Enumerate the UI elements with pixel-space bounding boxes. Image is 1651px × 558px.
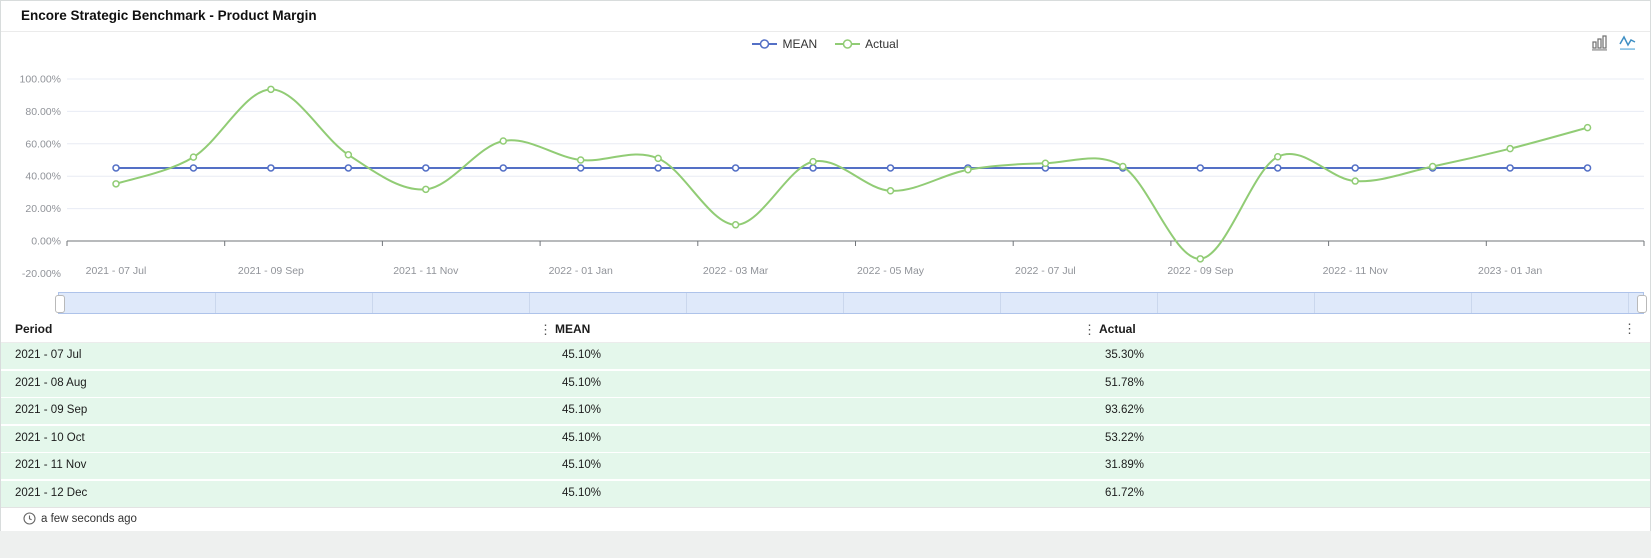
table-row[interactable]: 2021 - 08 Aug 45.10% 51.78% (1, 370, 1650, 397)
cell-actual: 31.89% (1105, 459, 1145, 471)
legend-item-actual[interactable]: Actual (835, 37, 899, 51)
cell-mean: 45.10% (562, 376, 602, 389)
svg-text:2022 - 03 Mar: 2022 - 03 Mar (703, 265, 769, 277)
cell-mean: 45.10% (562, 349, 602, 361)
column-menu-icon[interactable]: ⋮ (1083, 322, 1096, 337)
column-header-period[interactable]: Period (15, 322, 52, 336)
datazoom-right-handle[interactable] (1637, 295, 1647, 313)
chart-type-switcher (1591, 34, 1636, 51)
cell-mean: 45.10% (562, 404, 602, 416)
widget-footer: a few seconds ago (1, 507, 1650, 531)
svg-text:2022 - 07 Jul: 2022 - 07 Jul (1015, 265, 1076, 277)
widget-header: Encore Strategic Benchmark - Product Mar… (1, 1, 1650, 32)
svg-text:20.00%: 20.00% (25, 203, 61, 215)
table-row[interactable]: 2021 - 09 Sep 45.10% 93.62% (1, 398, 1650, 424)
svg-text:2021 - 07 Jul: 2021 - 07 Jul (86, 265, 147, 277)
cell-period: 2021 - 10 Oct (15, 431, 85, 444)
cell-actual: 51.78% (1105, 376, 1145, 389)
cell-actual: 53.22% (1105, 431, 1145, 444)
svg-text:2022 - 11 Nov: 2022 - 11 Nov (1323, 265, 1389, 277)
legend-item-mean[interactable]: MEAN (752, 37, 817, 51)
benchmark-widget: Encore Strategic Benchmark - Product Mar… (0, 0, 1651, 531)
cell-mean: 45.10% (562, 486, 602, 499)
chart-legend: MEAN Actual (1, 37, 1650, 51)
datazoom-slider[interactable] (55, 292, 1647, 314)
svg-text:2022 - 05 May: 2022 - 05 May (857, 265, 925, 277)
line-chart: 100.00% 80.00% 60.00% 40.00% 20.00% 0.00% -20.… (20, 74, 1645, 280)
table-header-row: Period ⋮ MEAN ⋮ Actual ⋮ (1, 317, 1650, 343)
svg-text:2023 - 01 Jan: 2023 - 01 Jan (1478, 265, 1542, 277)
legend-marker-icon (752, 39, 778, 49)
svg-text:40.00%: 40.00% (25, 171, 61, 183)
svg-text:-20.00%: -20.00% (22, 268, 61, 280)
svg-text:2022 - 09 Sep: 2022 - 09 Sep (1167, 265, 1233, 277)
svg-text:0.00%: 0.00% (31, 236, 61, 248)
cell-period: 2021 - 07 Jul (15, 349, 82, 361)
table-row[interactable]: 2021 - 10 Oct 45.10% 53.22% (1, 425, 1650, 452)
svg-text:2022 - 01 Jan: 2022 - 01 Jan (549, 265, 613, 277)
table-row[interactable]: 2021 - 07 Jul 45.10% 35.30% (1, 343, 1650, 369)
cell-period: 2021 - 12 Dec (15, 486, 88, 499)
svg-text:60.00%: 60.00% (25, 138, 61, 150)
table-row[interactable]: 2021 - 11 Nov 45.10% 31.89% (1, 453, 1650, 479)
table-body: 2021 - 07 Jul 45.10% 35.30% 2021 - 08 Aug 45… (1, 343, 1650, 507)
line-chart-icon[interactable] (1619, 34, 1636, 51)
column-header-label: Period (15, 322, 53, 336)
legend-label: Actual (865, 37, 899, 51)
cell-period: 2021 - 08 Aug (15, 376, 87, 389)
svg-text:2021 - 09 Sep: 2021 - 09 Sep (238, 265, 304, 277)
column-menu-icon[interactable]: ⋮ (539, 322, 552, 337)
cell-mean: 45.10% (562, 431, 602, 444)
page-title: Encore Strategic Benchmark - Product Mar… (21, 8, 317, 23)
clock-icon (23, 512, 36, 525)
table-row[interactable]: 2021 - 12 Dec 45.10% 61.72% (1, 480, 1650, 507)
column-header-label: MEAN (555, 322, 591, 336)
cell-actual: 93.62% (1105, 404, 1145, 416)
table-menu[interactable]: ⋮ (1623, 322, 1636, 336)
svg-text:100.00%: 100.00% (20, 74, 61, 86)
legend-marker-icon (835, 39, 861, 49)
cell-period: 2021 - 11 Nov (15, 459, 87, 471)
table-menu-icon[interactable]: ⋮ (1623, 321, 1636, 336)
legend-label: MEAN (782, 37, 818, 51)
column-header-actual[interactable]: ⋮ Actual (1083, 322, 1136, 336)
cell-mean: 45.10% (562, 459, 602, 471)
last-updated-text: a few seconds ago (41, 513, 137, 525)
svg-text:2021 - 11 Nov: 2021 - 11 Nov (393, 265, 459, 277)
datazoom-left-handle[interactable] (55, 295, 65, 313)
column-header-label: Actual (1099, 322, 1136, 336)
bar-chart-icon[interactable] (1591, 34, 1608, 51)
svg-text:80.00%: 80.00% (25, 106, 61, 118)
data-table: Period ⋮ MEAN ⋮ Actual ⋮ 2021 - 07 Jul 45… (1, 317, 1650, 508)
cell-actual: 35.30% (1105, 349, 1145, 361)
cell-actual: 61.72% (1105, 486, 1145, 499)
cell-period: 2021 - 09 Sep (15, 404, 88, 416)
column-header-mean[interactable]: ⋮ MEAN (539, 322, 591, 336)
